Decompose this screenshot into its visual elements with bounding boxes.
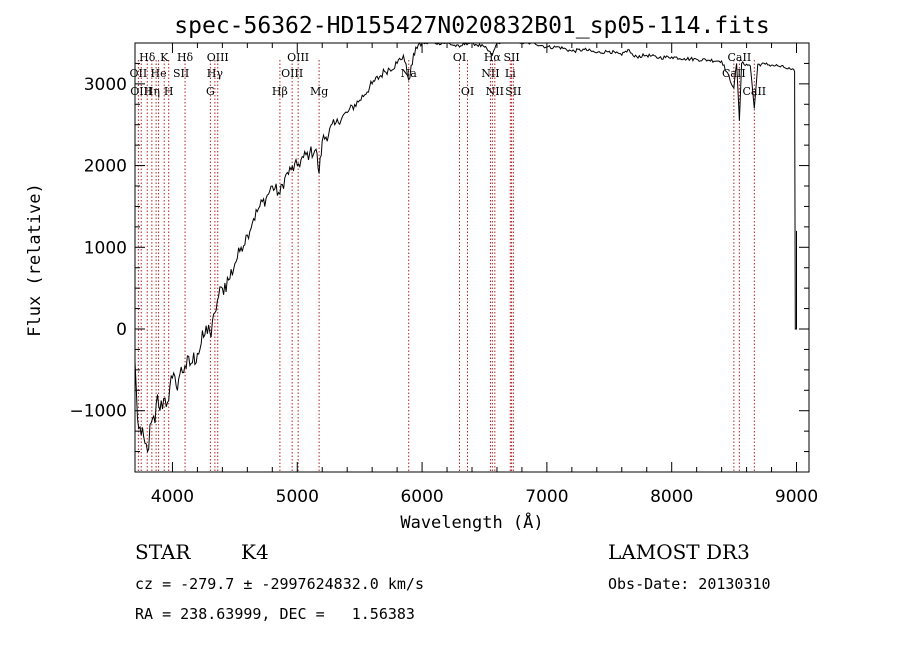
line-label: NII — [486, 85, 504, 98]
line-label: Hγ — [207, 67, 224, 80]
line-label: He — [151, 67, 167, 80]
x-tick-label: 8000 — [650, 487, 693, 507]
spectrum-line — [134, 41, 797, 454]
line-label: OIII — [207, 51, 229, 64]
x-tick-label: 6000 — [400, 487, 443, 507]
line-label: K — [160, 51, 169, 64]
line-marker-group — [137, 60, 755, 472]
line-label: SII — [173, 67, 189, 80]
line-label: G — [206, 85, 215, 98]
x-tick-label: 4000 — [151, 487, 194, 507]
line-label: Na — [401, 67, 418, 80]
survey-name: LAMOST DR3 — [608, 540, 750, 564]
x-tick-label: 9000 — [775, 487, 818, 507]
line-label: CaII — [728, 51, 752, 64]
coordinates: RA = 238.63999, DEC = 1.56383 — [135, 605, 415, 623]
line-label: Li — [505, 67, 516, 80]
line-label: SII — [505, 85, 521, 98]
plot-frame — [134, 42, 810, 473]
line-label: CaII — [742, 85, 766, 98]
line-label: SII — [503, 51, 519, 64]
line-label: OIII — [287, 51, 309, 64]
y-tick-label: 1000 — [84, 238, 127, 258]
x-tick-label: 5000 — [276, 487, 319, 507]
object-subclass: K4 — [241, 540, 269, 564]
line-label: Mg — [310, 85, 328, 98]
redshift-line: cz = -279.7 ± -2997624832.0 km/s — [135, 575, 424, 593]
y-tick-label: −1000 — [69, 402, 127, 422]
y-axis-label: Flux (relative) — [25, 183, 45, 337]
line-label: OIII — [130, 85, 152, 98]
axis-ticks: 4000 5000 6000 7000 8000 9000 −1000 0 1000 2000 30… — [69, 43, 818, 507]
line-label: Hα — [484, 51, 502, 64]
chart-title: spec-56362-HD155427N020832B01_sp05-114.f… — [174, 13, 769, 39]
y-tick-label: 2000 — [84, 157, 127, 177]
line-label: OII — [130, 67, 148, 80]
line-label: OIII — [281, 67, 303, 80]
x-axis-label: Wavelength (Å) — [400, 511, 543, 533]
observation-date: Obs-Date: 20130310 — [608, 575, 771, 593]
line-label: H — [164, 85, 174, 98]
y-tick-label: 0 — [116, 320, 127, 340]
object-class: STAR — [135, 540, 191, 564]
line-label: Hδ — [177, 51, 194, 64]
line-label: Hη — [144, 85, 160, 98]
line-label: CaII — [722, 67, 746, 80]
line-label: OI — [461, 85, 474, 98]
line-label: NII — [481, 67, 499, 80]
x-tick-label: 7000 — [525, 487, 568, 507]
y-tick-label: 3000 — [84, 75, 127, 95]
line-label: Hδ — [139, 51, 156, 64]
line-label: Hβ — [272, 85, 288, 98]
line-label: OI — [453, 51, 466, 64]
